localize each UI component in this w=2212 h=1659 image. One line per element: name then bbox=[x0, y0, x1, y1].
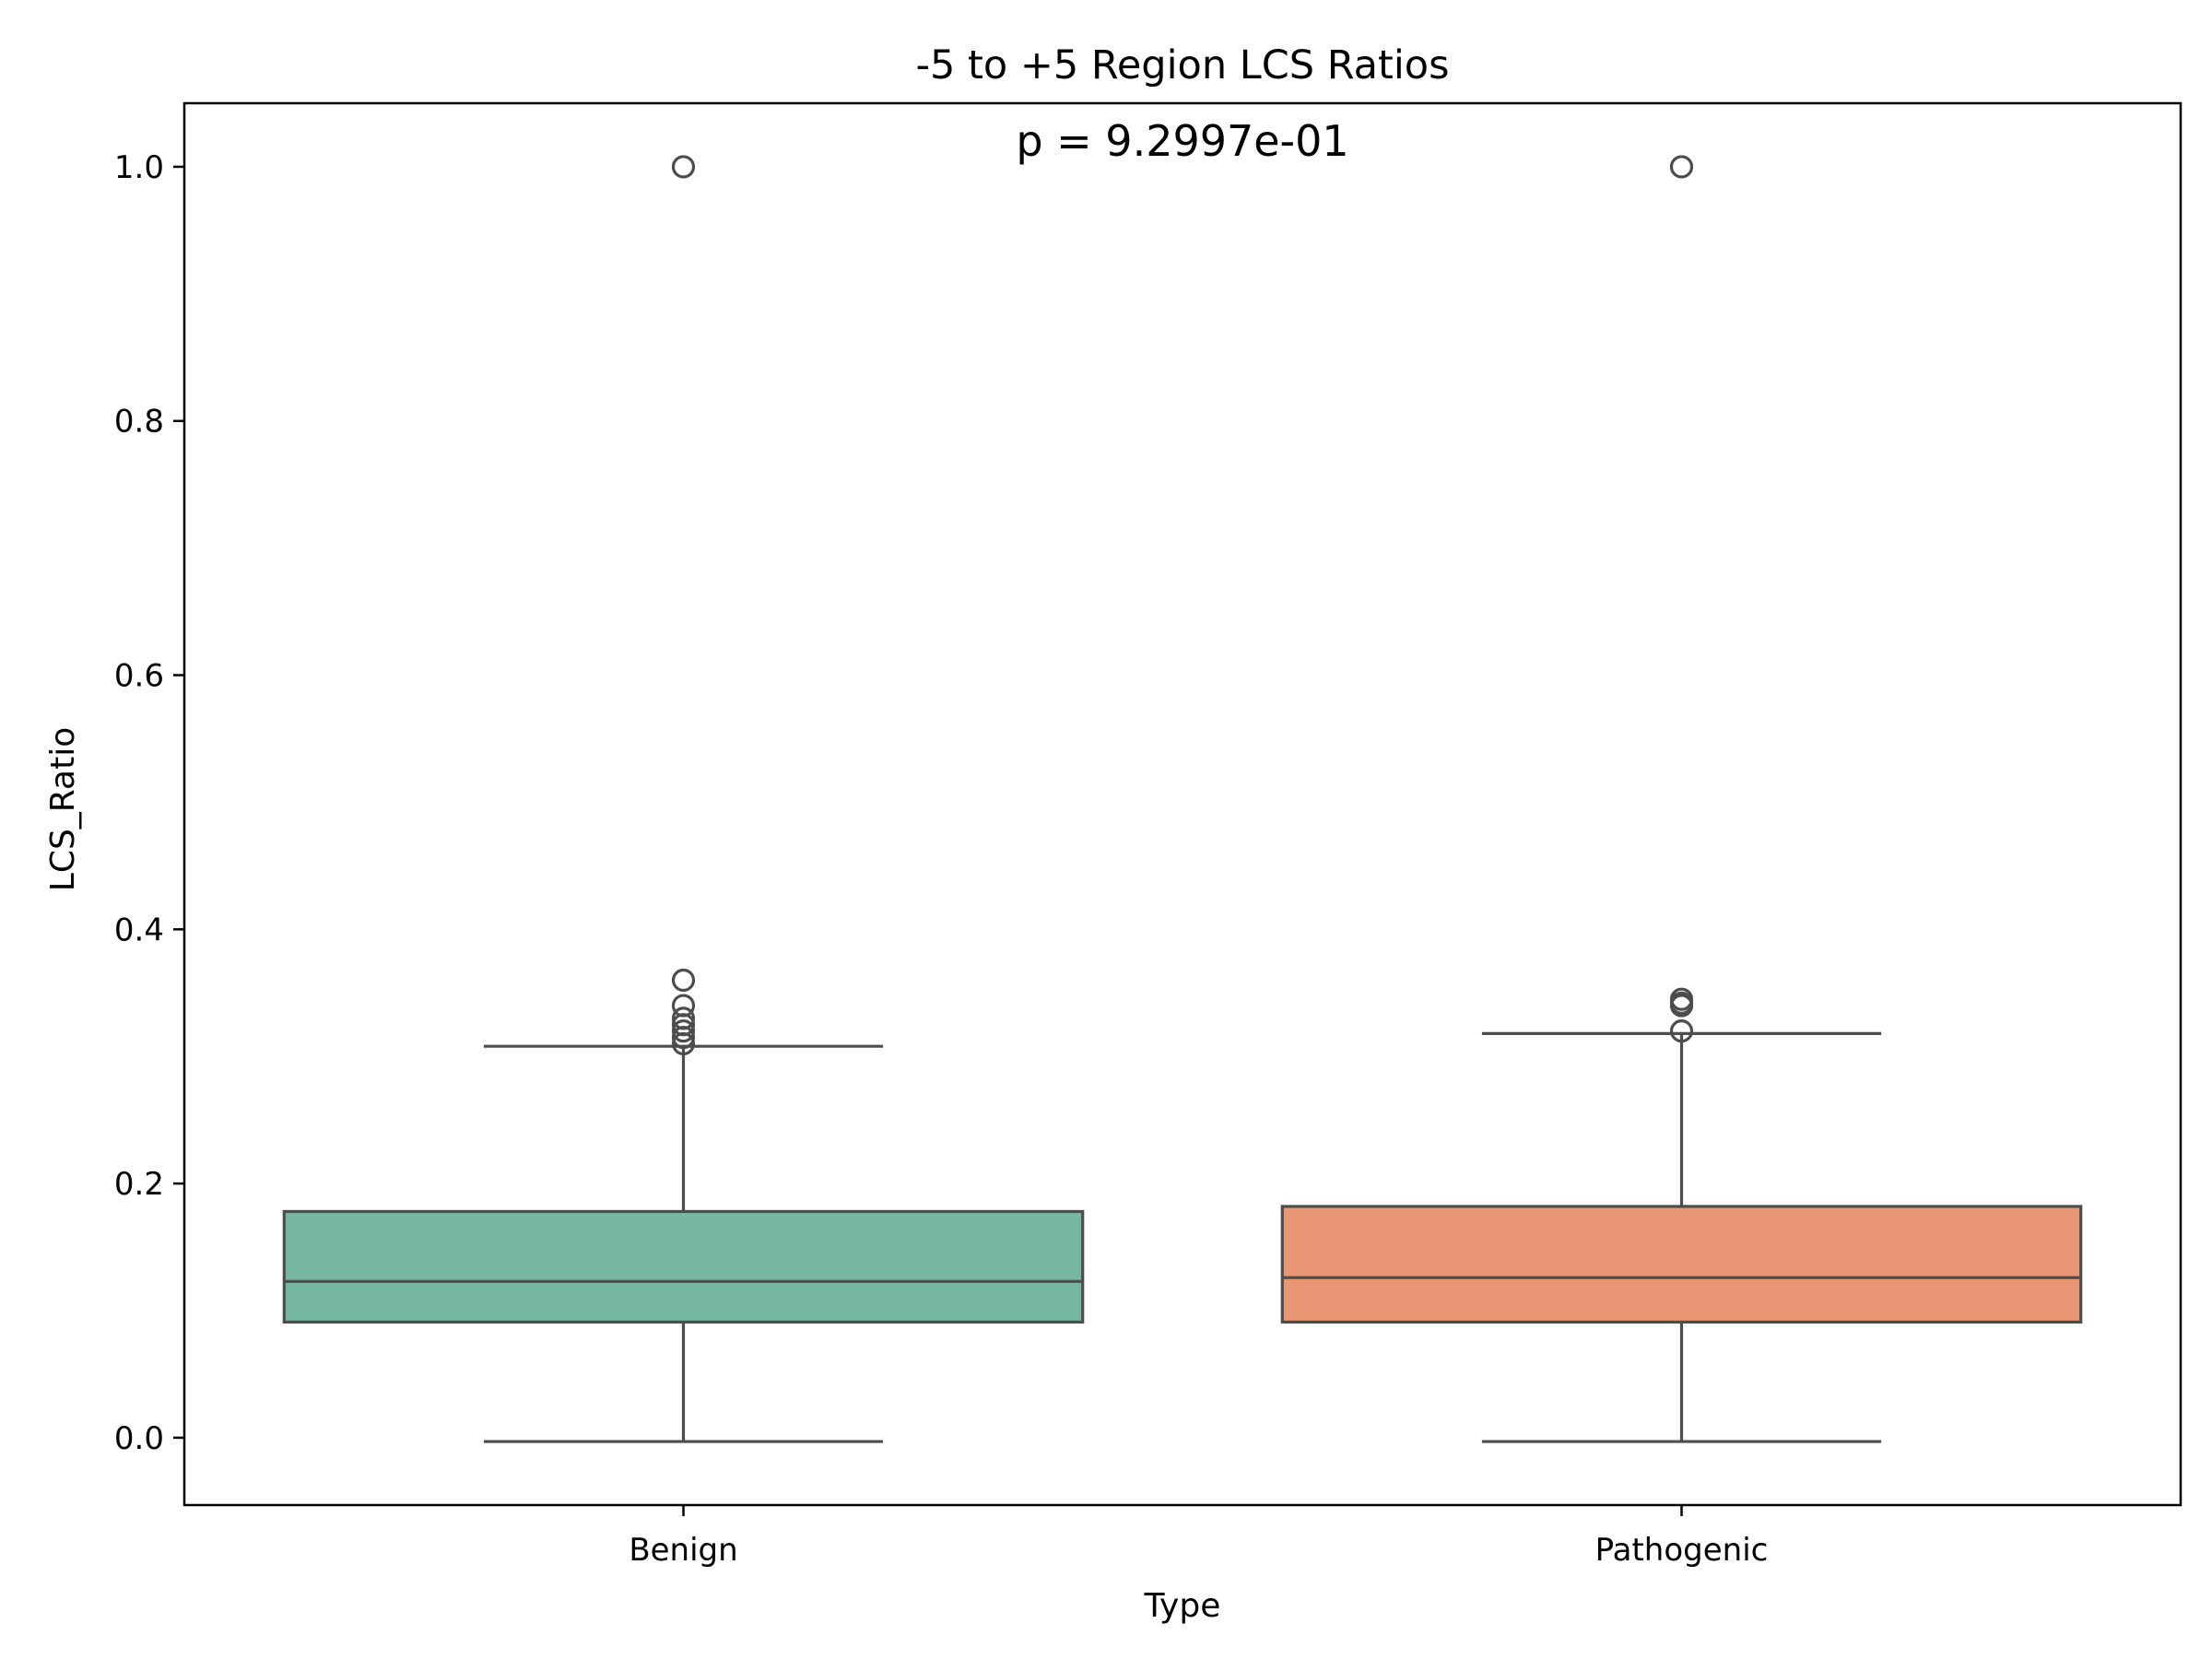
plot-area-frame bbox=[182, 101, 2183, 1507]
y-tick-label: 0.8 bbox=[114, 404, 164, 441]
chart-title: -5 to +5 Region LCS Ratios bbox=[915, 42, 1449, 88]
y-tick-label: 0.6 bbox=[114, 658, 164, 695]
outlier-point-pathogenic bbox=[1669, 1019, 1694, 1043]
y-tick-label: 0.0 bbox=[114, 1420, 164, 1457]
p-value-annotation: p = 9.2997e-01 bbox=[1016, 116, 1348, 166]
boxes-layer bbox=[282, 155, 2083, 1443]
box-iqr-pathogenic bbox=[1280, 1205, 2083, 1324]
outlier-point-pathogenic bbox=[1669, 987, 1694, 1011]
x-tick-label-benign: Benign bbox=[629, 1532, 737, 1569]
box-iqr-benign bbox=[282, 1209, 1085, 1324]
outlier-point-benign bbox=[671, 994, 696, 1018]
x-axis-label: Type bbox=[1144, 1587, 1221, 1625]
box-group-benign bbox=[282, 155, 1085, 1443]
y-tick-label: 0.2 bbox=[114, 1166, 164, 1203]
x-tick-label-pathogenic: Pathogenic bbox=[1595, 1532, 1769, 1569]
outlier-point-benign bbox=[671, 1006, 696, 1030]
y-tick-label: 0.4 bbox=[114, 912, 164, 948]
outlier-point-benign bbox=[671, 155, 696, 179]
x-axis: Benign Pathogenic bbox=[629, 1505, 1768, 1569]
outlier-point-benign bbox=[671, 1019, 696, 1043]
box-group-pathogenic bbox=[1280, 155, 2083, 1443]
outlier-point-pathogenic bbox=[1669, 155, 1694, 179]
y-axis-label: LCS_Ratio bbox=[44, 727, 82, 891]
y-tick-label: 1.0 bbox=[114, 149, 164, 186]
y-axis: 0.0 0.2 0.4 0.6 0.8 1.0 bbox=[114, 149, 184, 1457]
outlier-point-benign bbox=[671, 968, 696, 993]
